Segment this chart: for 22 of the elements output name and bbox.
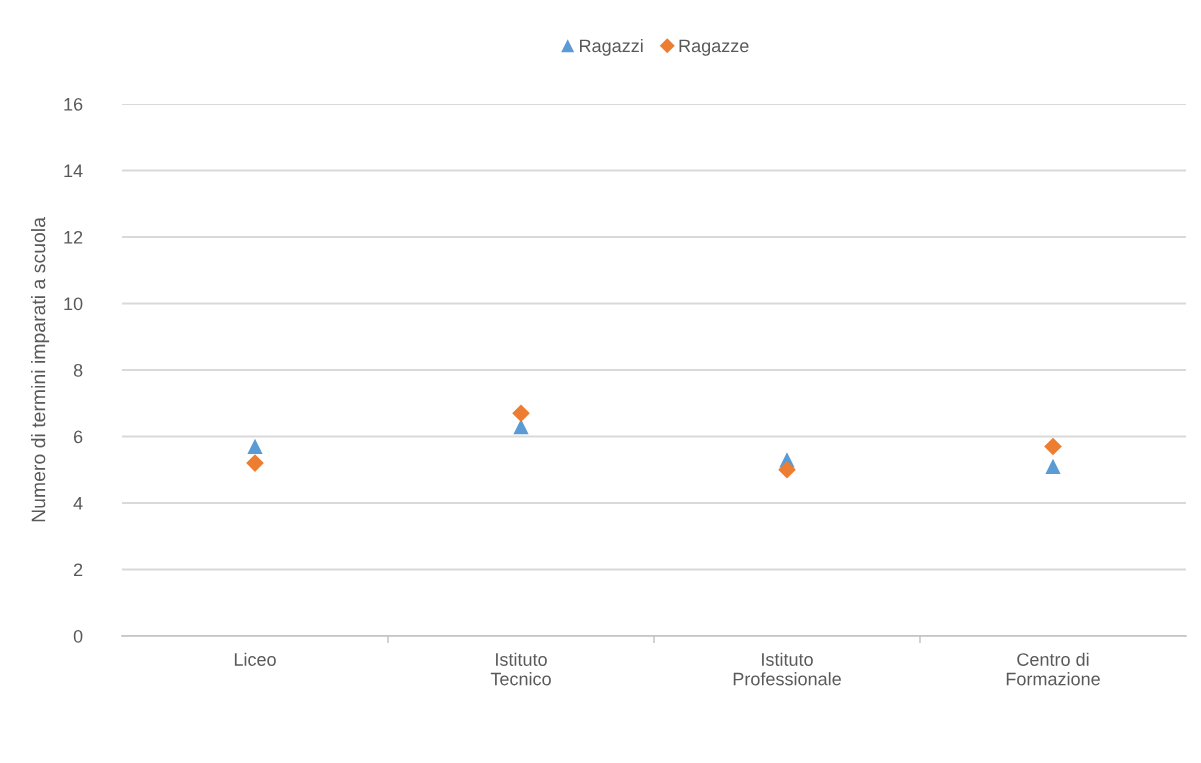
y-tick-label: 6: [73, 430, 83, 444]
y-tick-label: 2: [73, 563, 83, 577]
y-tick-label: 16: [64, 97, 83, 111]
y-tick-label: 4: [73, 497, 83, 510]
y-tick-label: 14: [64, 164, 83, 178]
point: [1044, 437, 1062, 456]
point: [247, 438, 263, 455]
y-tick-label: 10: [64, 297, 83, 311]
legend-label: Ragazzi: [580, 39, 643, 56]
x-tick-label: Centro di Formazione: [1006, 652, 1100, 686]
legend-label: Ragazze: [679, 39, 749, 56]
x-tick-label: Istituto Tecnico: [490, 652, 551, 686]
x-tick-label: Liceo: [234, 652, 276, 666]
point: [246, 454, 264, 472]
y-tick-label: 8: [73, 363, 83, 377]
point: [512, 404, 530, 423]
point: [1045, 458, 1061, 475]
y-axis-title: Numero di termini imparati a scuola: [31, 217, 50, 522]
x-tick-label: Istituto Professionale: [733, 652, 841, 686]
y-tick-label: 12: [64, 230, 83, 244]
y-tick-label: 0: [73, 629, 83, 643]
point: [778, 460, 796, 479]
